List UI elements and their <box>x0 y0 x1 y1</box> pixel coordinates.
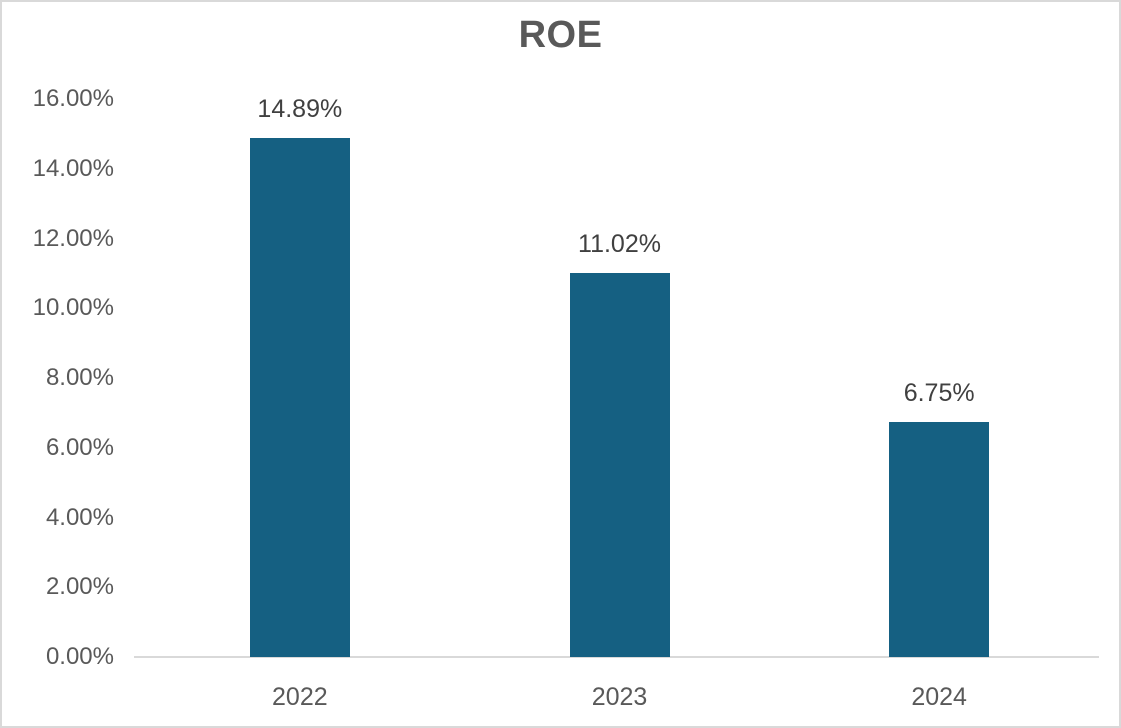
chart-title: ROE <box>518 14 603 56</box>
y-axis-tick-label: 4.00% <box>45 503 114 531</box>
data-label-2024: 6.75% <box>903 378 975 407</box>
y-axis-tick-label: 10.00% <box>32 294 114 322</box>
y-axis-tick-label: 14.00% <box>32 154 114 182</box>
y-axis-tick-label: 6.00% <box>45 433 114 461</box>
y-axis-tick-label: 0.00% <box>45 643 114 670</box>
y-axis-tick-label: 12.00% <box>32 224 114 252</box>
x-axis-line <box>134 656 1099 658</box>
bar-2022 <box>249 137 350 657</box>
data-label-2022: 14.89% <box>257 94 343 123</box>
x-axis-tick-label-2023: 2023 <box>591 683 648 711</box>
data-label-2023: 11.02% <box>578 229 661 258</box>
y-axis-tick-label: 16.00% <box>32 85 114 112</box>
y-axis-tick-label: 2.00% <box>45 573 114 601</box>
x-axis-tick-label-2022: 2022 <box>272 683 328 711</box>
x-axis-tick-label-2024: 2024 <box>911 683 967 711</box>
y-axis-tick-label: 8.00% <box>45 364 114 391</box>
bar-2024 <box>889 421 990 657</box>
bar-2023 <box>569 272 670 657</box>
